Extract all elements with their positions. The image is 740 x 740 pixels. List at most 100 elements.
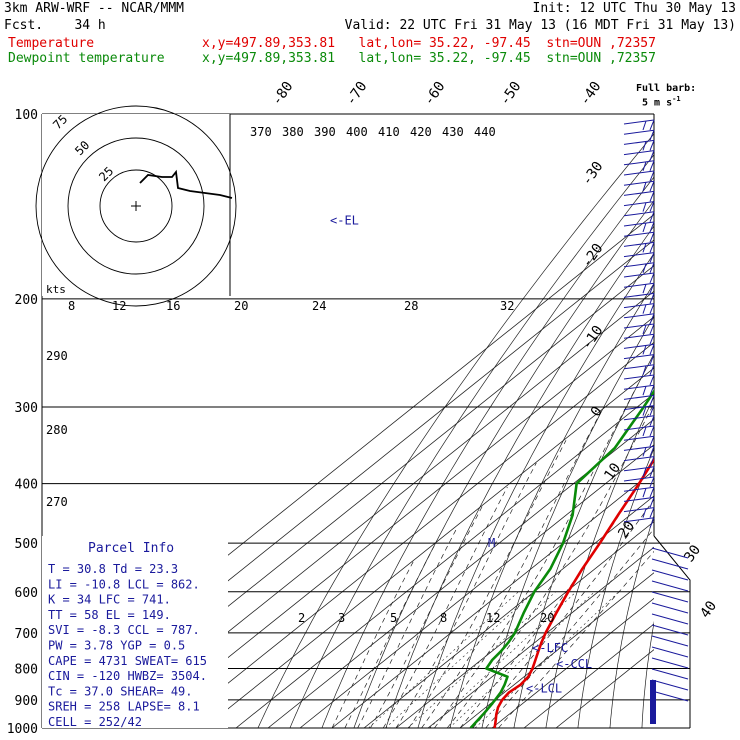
moist-adiabat-line [357,526,458,728]
wind-barb [623,486,655,492]
moist-adiabat-line [472,498,654,728]
isotherm-line [107,290,654,728]
wind-barb [623,517,655,523]
wind-barb [623,211,655,217]
mixing-ratio-line [368,591,519,728]
wind-barb-flag [642,141,647,151]
wind-barb [651,635,689,647]
theta-label: 420 [410,125,432,139]
dewpoint-legend: Dewpoint temperature [8,51,165,66]
isotherm-line [523,623,654,728]
theta-label: 440 [474,125,496,139]
wind-barb-flag [649,272,655,284]
theta-label: 290 [46,349,68,363]
temperature-curve [493,457,654,728]
parcel-info-row: Tc = 37.0 SHEAR= 49. [48,684,193,698]
wind-barb-flag [649,303,655,314]
parcel-info-row: CIN = -120 HWBZ= 3504. [48,669,207,683]
wind-barb [651,602,689,614]
wind-barb-flag [649,436,655,447]
right-axis-lower [653,535,691,728]
wind-barb [623,272,655,278]
wind-barb-flag [649,130,655,141]
moist-adiabat-line [459,456,654,728]
mixing-ratio-label: 12 [486,611,500,625]
moist-adiabat-line [331,561,414,728]
wind-barb-flag [649,517,655,528]
speed-tick-label: 32 [500,299,514,313]
dry-adiabat-line [577,447,654,728]
wind-barb [651,690,689,702]
wind-barb-flag [649,385,655,396]
wind-barb-flag [649,221,655,233]
temperature-legend: Temperature [8,36,95,51]
moist-adiabat-line [485,528,654,728]
wind-barb [651,569,689,581]
wind-barb-flag [642,222,647,233]
pressure-tick-label: 300 [15,401,38,416]
isotherm-line [171,341,654,728]
level-marker: <-CCL [556,657,592,671]
moist-adiabat-line [446,402,654,728]
dry-adiabat-line [481,315,654,728]
dry-adiabat-line [545,396,654,728]
wind-barb [651,591,689,603]
wind-barb [623,180,655,186]
moist-adiabat-line [408,440,567,728]
isotherm-label: 30 [681,542,704,565]
dry-adiabat-line [257,133,654,728]
dry-adiabat-line [321,176,654,728]
pressure-tick-label: 500 [15,537,38,552]
wind-barb-flag [649,466,655,477]
wind-barb [623,476,655,482]
dry-adiabat-line [706,114,740,728]
wind-barb-flag [649,262,655,273]
level-marker: <-LFC [532,641,568,655]
wind-barb [623,303,655,309]
pressure-tick-label: 100 [15,108,38,123]
wind-barb-flag [649,181,655,192]
isotherm-label: 20 [615,518,638,541]
pressure-tick-label: 600 [15,586,38,601]
pressure-tick-label: 1000 [7,722,38,737]
wind-barb [623,425,655,431]
wind-barb [623,282,655,288]
wind-barb-flag [649,140,655,151]
wind-barb-flag [649,211,655,222]
wind-barb-flag [642,284,647,294]
wind-barb-flag [649,497,655,508]
full-barb-unit-exponent: -1 [672,95,681,103]
wind-barb-flag [642,508,647,518]
dewpoint-location: x,y=497.89,353.81 lat,lon= 35.22, -97.45… [202,51,656,66]
parcel-info-panel [42,536,228,728]
isotherm-line [427,546,654,728]
parcel-info-row: TT = 58 EL = 149. [48,608,171,622]
parcel-info-row: K = 34 LFC = 741. [48,593,171,607]
wind-barb [623,507,655,513]
wind-barb [623,170,655,176]
wind-barb-flag [649,232,655,243]
wind-barb [623,415,655,421]
wind-barb [651,613,689,625]
wind-barb [623,405,655,411]
isotherm-label: -30 [579,159,607,189]
wind-barb-flag [649,487,655,498]
wind-barb [623,445,655,451]
moist-adiabat-line [434,378,642,728]
speed-tick-label: 20 [234,299,248,313]
speed-tick-label: 28 [404,299,418,313]
level-marker: <-EL [330,213,359,227]
wind-barb [623,343,655,349]
wind-barb-flag [649,476,655,488]
wind-barb [623,354,655,360]
parcel-info-row: LI = -10.8 LCL = 862. [48,577,200,591]
wind-barb-flag [649,334,655,345]
valid-time: Valid: 22 UTC Fri 31 May 13 (16 MDT Fri … [344,18,736,33]
init-time: Init: 12 UTC Thu 30 May 13 [532,1,737,16]
wind-barb-flag [642,202,647,212]
isotherm-line [491,597,654,728]
wind-barb [623,394,655,400]
moist-adiabat-line [370,505,483,728]
wind-barb-flag [649,395,655,406]
